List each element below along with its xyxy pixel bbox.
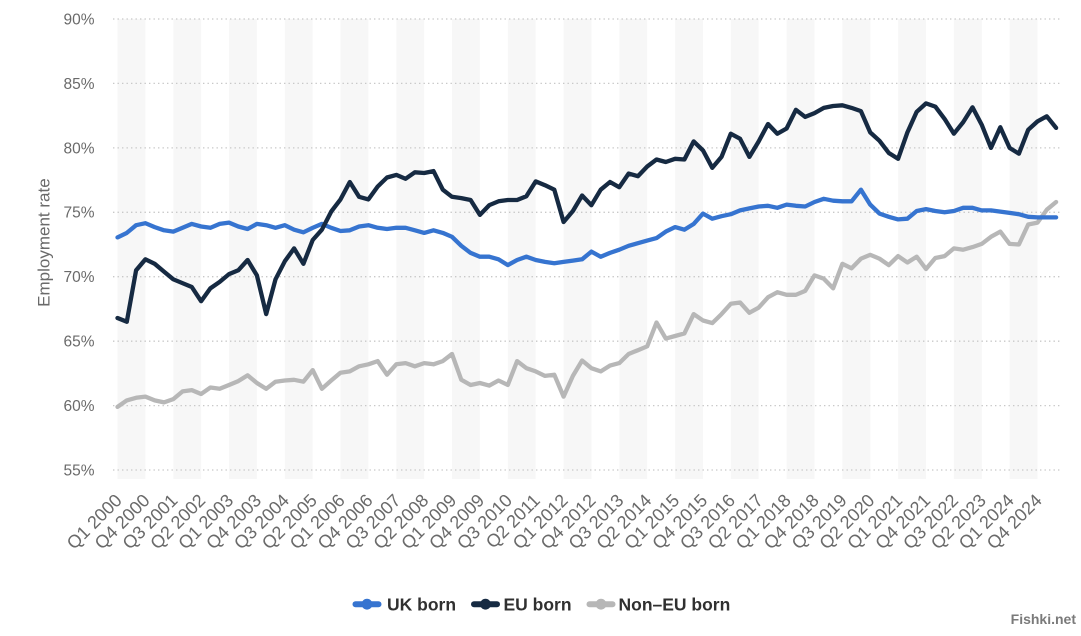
svg-text:Employment rate: Employment rate <box>34 178 53 307</box>
svg-text:EU born: EU born <box>504 594 572 614</box>
svg-text:Non–EU born: Non–EU born <box>619 594 731 614</box>
svg-text:65%: 65% <box>63 334 94 351</box>
svg-text:75%: 75% <box>63 205 94 222</box>
svg-text:80%: 80% <box>63 140 94 157</box>
svg-text:55%: 55% <box>63 462 94 479</box>
svg-text:90%: 90% <box>63 11 94 28</box>
svg-text:85%: 85% <box>63 76 94 93</box>
svg-text:60%: 60% <box>63 398 94 415</box>
svg-text:UK born: UK born <box>387 594 456 614</box>
svg-text:70%: 70% <box>63 269 94 286</box>
